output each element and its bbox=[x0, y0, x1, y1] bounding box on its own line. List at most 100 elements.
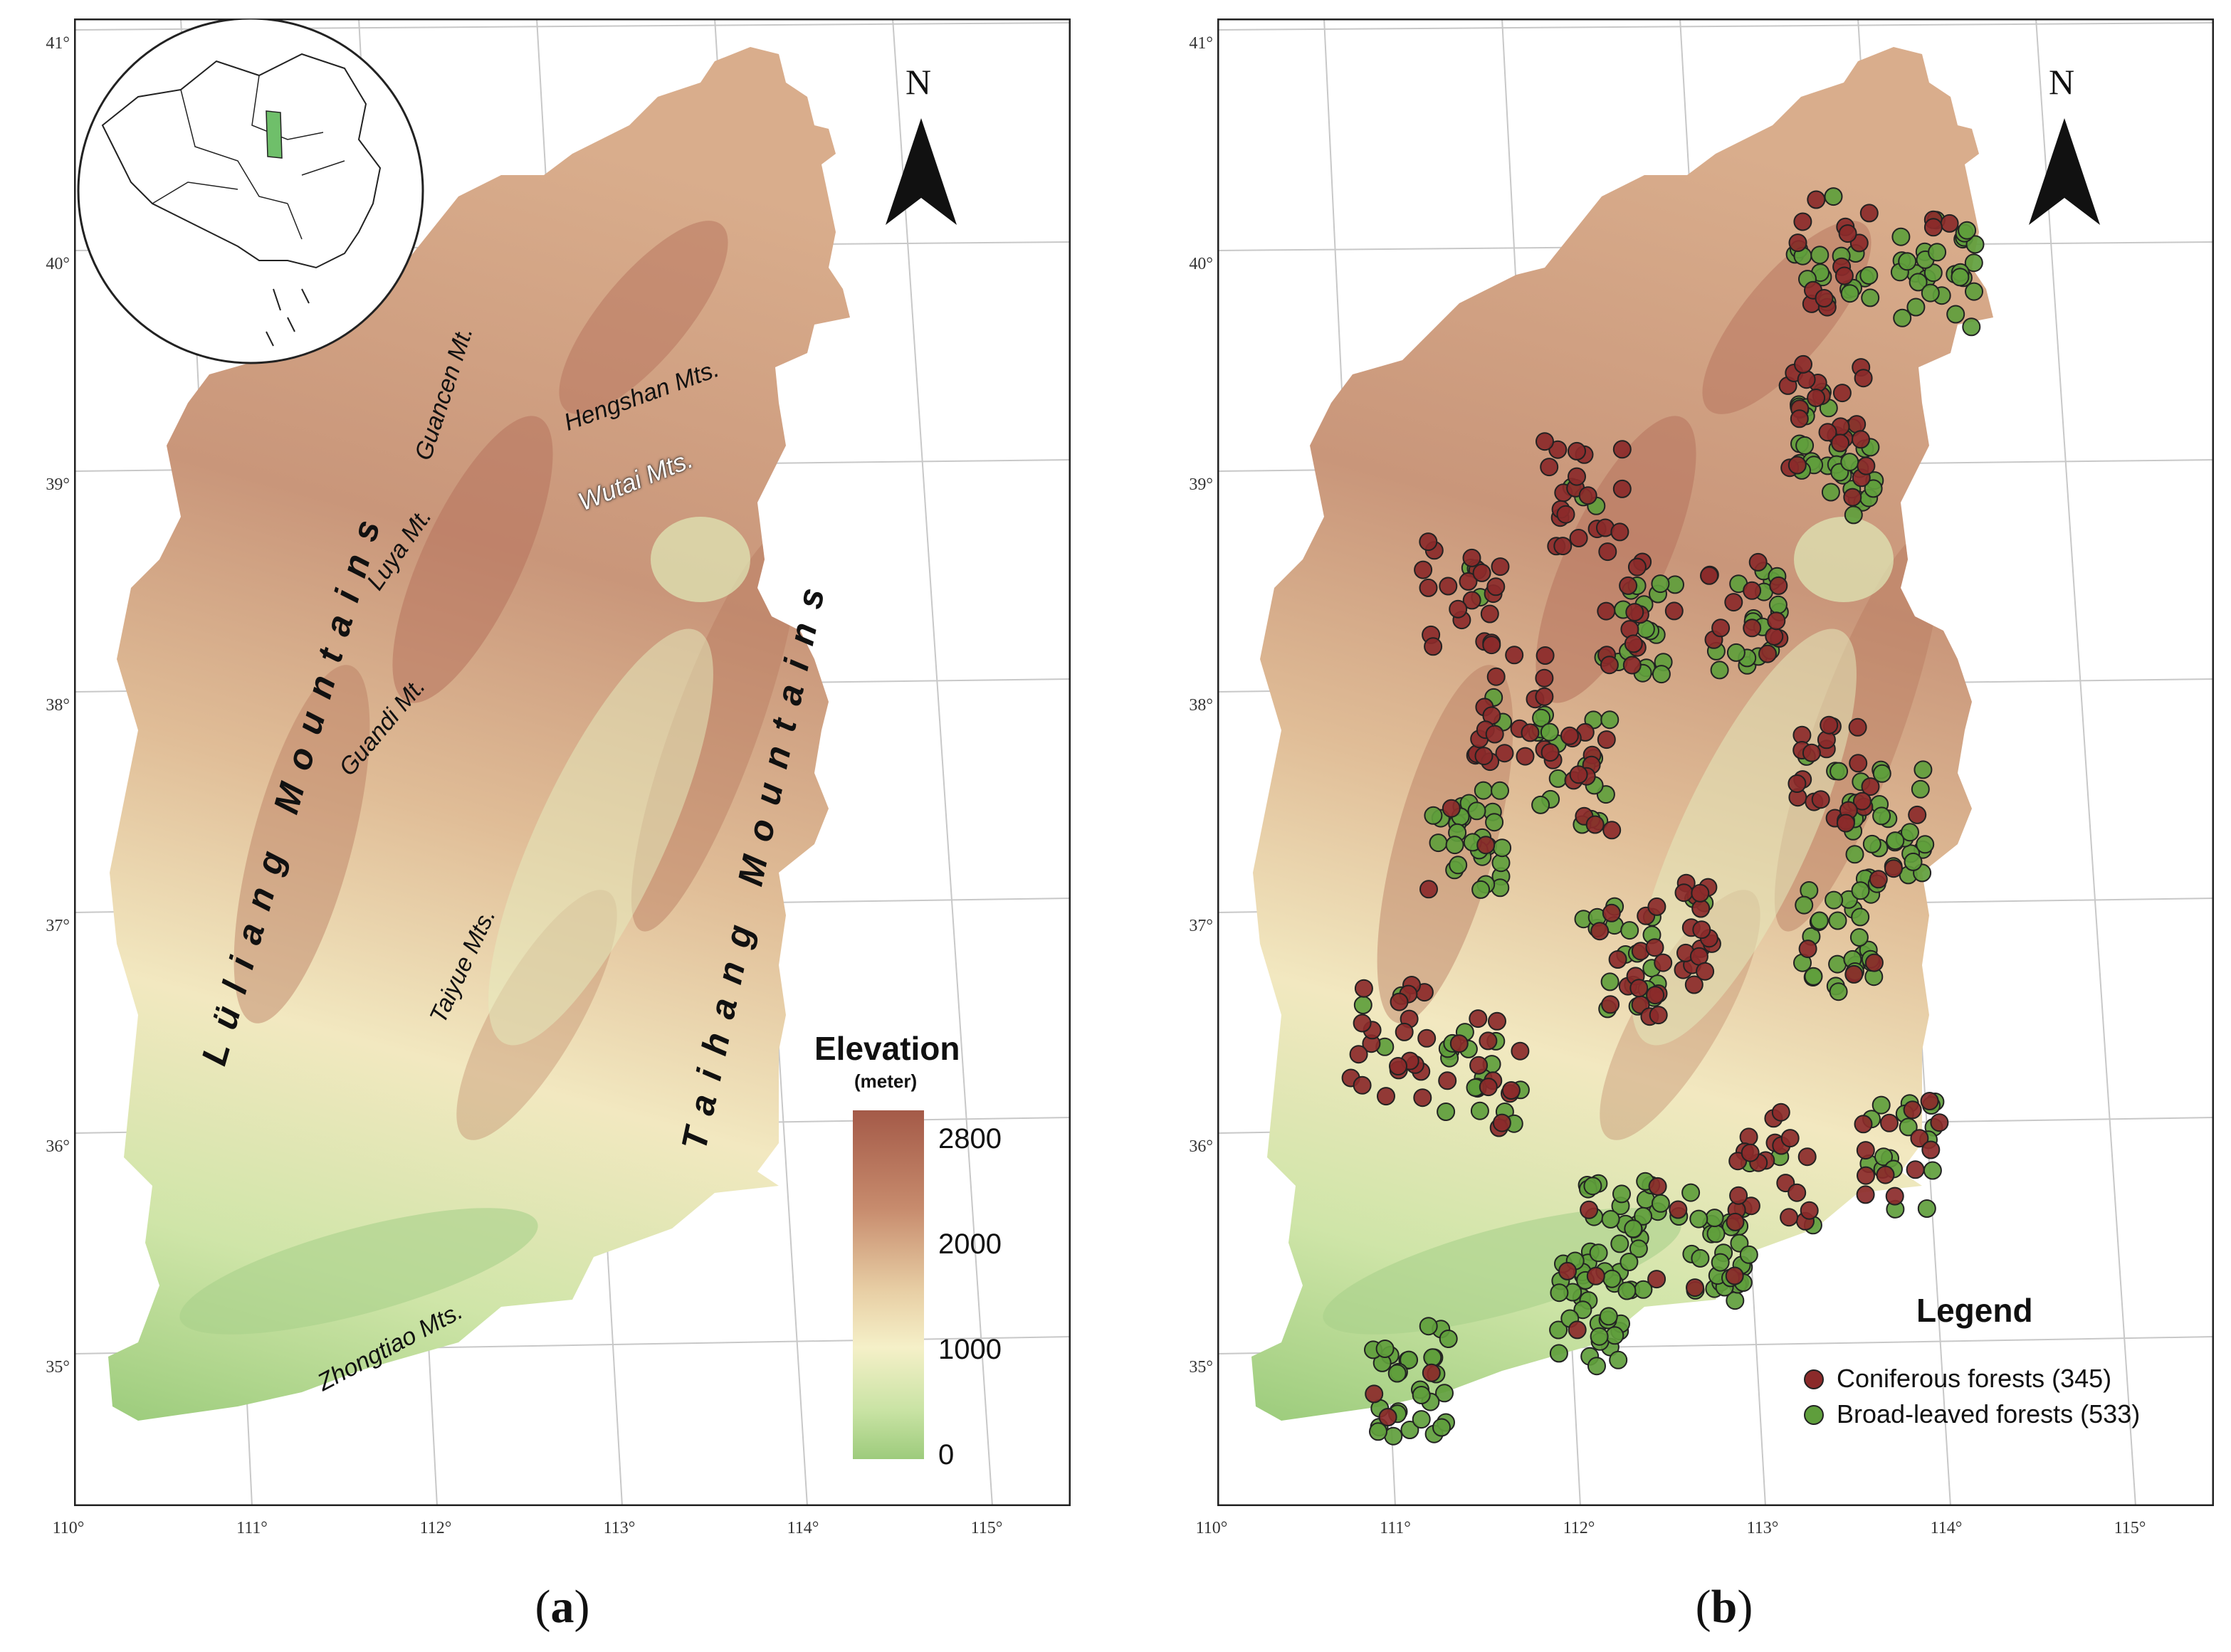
coniferous-forest-point bbox=[1849, 754, 1868, 773]
coniferous-forest-point bbox=[1492, 1113, 1511, 1132]
elevation-tick: 2800 bbox=[938, 1123, 1002, 1154]
coniferous-forest-point bbox=[1852, 430, 1870, 449]
broadleaved-forest-point bbox=[1824, 187, 1843, 206]
broadleaved-forest-point bbox=[1844, 505, 1863, 525]
coniferous-forest-point bbox=[1486, 667, 1506, 686]
broadleaved-forest-point bbox=[1958, 221, 1977, 240]
broadleaved-forest-point bbox=[1862, 834, 1881, 853]
lat-label: 36° bbox=[1189, 1137, 1213, 1156]
coniferous-forest-point bbox=[1724, 593, 1743, 612]
coniferous-forest-point bbox=[1861, 777, 1880, 796]
broadleaved-forest-point bbox=[1904, 852, 1923, 871]
broadleaved-forest-point bbox=[1474, 781, 1493, 800]
broadleaved-forest-point bbox=[1861, 288, 1880, 307]
coniferous-forest-point bbox=[1422, 1363, 1441, 1382]
broadleaved-forest-point bbox=[1965, 282, 1983, 301]
coniferous-forest-point bbox=[1602, 821, 1622, 840]
coniferous-forest-point bbox=[1820, 715, 1839, 735]
coniferous-forest-point bbox=[1743, 581, 1762, 600]
lat-label: 38° bbox=[46, 696, 70, 715]
coniferous-forest-point bbox=[1725, 1266, 1744, 1285]
coniferous-forest-point bbox=[1472, 563, 1491, 582]
broadleaved-forest-point bbox=[1587, 1357, 1606, 1376]
coniferous-forest-point bbox=[1923, 218, 1943, 237]
broadleaved-forest-point bbox=[1387, 1364, 1407, 1383]
coniferous-forest-point bbox=[1488, 1011, 1506, 1031]
broadleaved-forest-point bbox=[1851, 881, 1870, 900]
coniferous-forest-point bbox=[1540, 743, 1560, 762]
coniferous-forest-point bbox=[1424, 637, 1443, 656]
broadleaved-forest-point bbox=[1901, 823, 1919, 842]
coniferous-forest-point bbox=[1602, 903, 1621, 922]
broadleaved-forest-point bbox=[1602, 1269, 1622, 1288]
shanxi-province-terrain bbox=[1251, 47, 1993, 1421]
broadleaved-forest-point bbox=[1810, 911, 1829, 930]
broadleaved-forest-point bbox=[1874, 1147, 1893, 1167]
coniferous-forest-point bbox=[1788, 774, 1807, 793]
coniferous-forest-point bbox=[1691, 883, 1710, 903]
map-a-svg bbox=[74, 19, 1071, 1506]
coniferous-forest-point bbox=[1479, 1078, 1498, 1097]
lon-label: 114° bbox=[1930, 1519, 1963, 1537]
coniferous-forest-point bbox=[1790, 409, 1809, 428]
broadleaved-forest-point bbox=[1872, 1095, 1891, 1115]
broadleaved-forest-point bbox=[1840, 284, 1859, 303]
broadleaved-forest-point bbox=[1624, 1219, 1643, 1238]
coniferous-forest-point bbox=[1439, 577, 1458, 596]
lat-label: 35° bbox=[1189, 1358, 1213, 1377]
coniferous-forest-point bbox=[1748, 552, 1768, 572]
coniferous-forest-point bbox=[1769, 576, 1788, 595]
coniferous-forest-point bbox=[1908, 805, 1927, 824]
broadleaved-forest-point bbox=[1891, 227, 1911, 246]
coniferous-forest-point bbox=[1568, 1320, 1587, 1340]
broadleaved-forest-point bbox=[1651, 574, 1670, 594]
coniferous-forest-point bbox=[1627, 557, 1647, 577]
coniferous-forest-point bbox=[1649, 1006, 1668, 1025]
lon-label: 110° bbox=[52, 1519, 85, 1537]
lat-label: 41° bbox=[1189, 34, 1213, 53]
broadleaved-forest-point bbox=[1600, 710, 1620, 730]
coniferous-forest-point bbox=[1540, 458, 1559, 477]
coniferous-forest-point bbox=[1818, 423, 1837, 442]
broadleaved-forest-point bbox=[1609, 1350, 1628, 1369]
coniferous-forest-point bbox=[1569, 765, 1588, 784]
coniferous-forest-point bbox=[1535, 687, 1554, 706]
coniferous-forest-point bbox=[1921, 1140, 1941, 1159]
coniferous-forest-point bbox=[1930, 1113, 1949, 1132]
coniferous-forest-point bbox=[1647, 897, 1666, 916]
coniferous-forest-point bbox=[1586, 1266, 1605, 1285]
broadleaved-forest-point bbox=[1872, 806, 1891, 826]
caption-b: (b) bbox=[1695, 1581, 1753, 1633]
broadleaved-forest-point bbox=[1906, 298, 1926, 317]
coniferous-forest-point bbox=[1413, 1088, 1432, 1108]
lat-label: 36° bbox=[46, 1137, 70, 1156]
broadleaved-forest-point bbox=[1921, 283, 1940, 302]
broadleaved-forest-point bbox=[1601, 1210, 1620, 1229]
coniferous-forest-point bbox=[1365, 1384, 1384, 1404]
coniferous-forest-point bbox=[1857, 456, 1876, 475]
coniferous-forest-point bbox=[1417, 1028, 1437, 1048]
coniferous-forest-point bbox=[1906, 1160, 1925, 1179]
broadleaved-forest-point bbox=[1412, 1386, 1431, 1404]
broadleaved-forest-point bbox=[1923, 1161, 1942, 1180]
coniferous-forest-point bbox=[1580, 1200, 1599, 1219]
legend-broadleaved-dot bbox=[1804, 1405, 1824, 1425]
coniferous-forest-point bbox=[1838, 224, 1857, 243]
broadleaved-forest-point bbox=[1914, 760, 1933, 779]
north-label-a: N bbox=[905, 62, 932, 102]
coniferous-forest-point bbox=[1797, 1147, 1817, 1167]
coniferous-forest-point bbox=[1780, 1208, 1799, 1227]
broadleaved-forest-point bbox=[1706, 1224, 1726, 1243]
broadleaved-forest-point bbox=[1549, 1344, 1568, 1363]
lat-label: 37° bbox=[1189, 917, 1213, 935]
coniferous-forest-point bbox=[1495, 744, 1514, 763]
broadleaved-forest-point bbox=[1610, 1234, 1629, 1253]
coniferous-forest-point bbox=[1474, 747, 1494, 766]
coniferous-forest-point bbox=[1848, 717, 1867, 737]
coniferous-forest-point bbox=[1910, 1129, 1929, 1148]
elevation-tick: 2000 bbox=[938, 1229, 1002, 1260]
broadleaved-forest-point bbox=[1768, 595, 1788, 614]
lat-label: 39° bbox=[46, 475, 70, 494]
broadleaved-forest-point bbox=[1620, 921, 1639, 940]
lon-label: 111° bbox=[1380, 1519, 1411, 1537]
